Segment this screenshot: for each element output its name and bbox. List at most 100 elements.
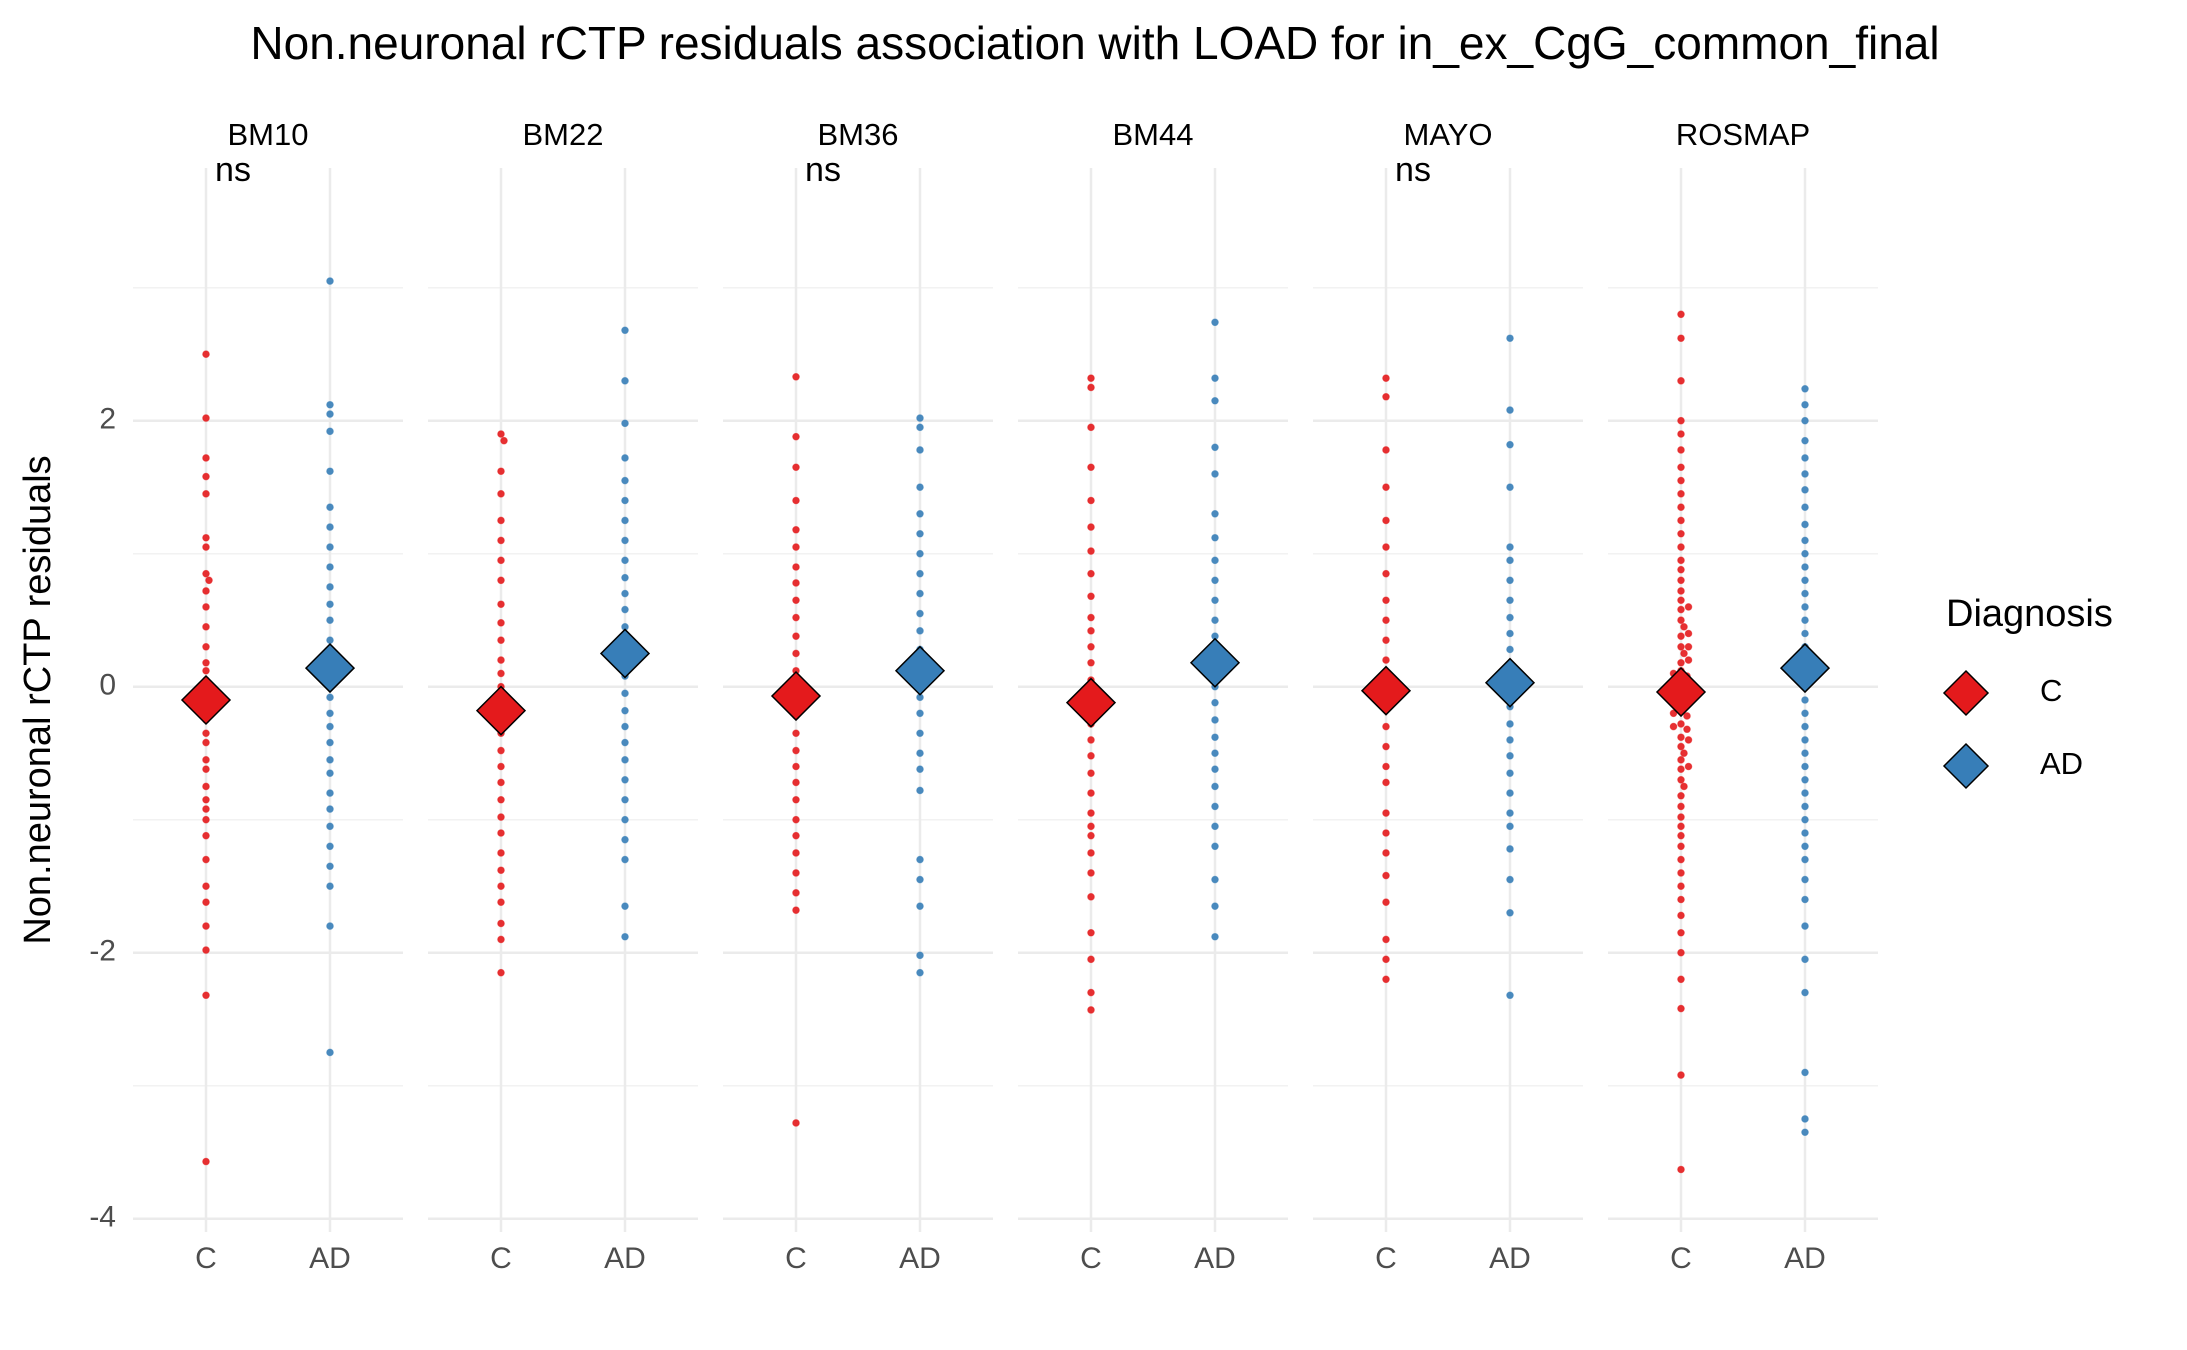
data-point [1087,592,1095,601]
legend-key [1942,742,1990,790]
data-point [1087,569,1095,578]
data-point [202,603,210,611]
data-point [326,842,334,851]
data-point [1801,400,1809,409]
data-point [1801,576,1809,585]
data-point [202,1157,210,1166]
data-point [1677,822,1685,831]
x-tick-label: AD [1784,1242,1826,1275]
data-point [792,889,800,897]
data-point [916,765,924,773]
x-tick-label: AD [309,1242,351,1275]
data-point [202,543,210,551]
data-point [1382,871,1390,880]
data-point [1677,720,1685,728]
data-point [1087,613,1095,622]
data-point [202,643,210,651]
data-point [1677,529,1685,538]
legend-key [1942,669,1990,717]
data-point [497,619,505,627]
data-point [1677,869,1685,877]
data-point [1677,791,1685,800]
data-point [621,706,629,715]
mean-marker [304,643,356,694]
mean-marker [475,685,527,736]
data-point [202,882,210,891]
data-point [1211,782,1219,791]
y-tick-label: -4 [89,1201,116,1234]
facet-label: MAYO [1404,117,1493,152]
data-point [1211,932,1219,941]
data-point [1211,318,1219,327]
data-point [792,579,800,587]
data-point [621,377,629,385]
data-point [1087,789,1095,797]
data-point [1087,374,1095,382]
x-tick-label: AD [1489,1242,1531,1275]
data-point [1801,549,1809,558]
data-point [621,496,629,505]
mean-marker [1065,677,1117,728]
data-point [1506,629,1514,638]
data-point [1677,516,1685,525]
x-tick-label: C [195,1242,217,1275]
data-point [326,822,334,831]
data-point [916,749,924,758]
data-point [326,467,334,476]
data-point [1506,334,1514,343]
data-point [621,776,629,784]
x-tick-label: C [785,1242,807,1275]
data-point [326,616,334,625]
data-point [1087,1006,1095,1014]
data-point [1683,725,1691,734]
data-point [1382,374,1390,382]
data-point [1669,722,1678,731]
x-tick-label: AD [1194,1242,1236,1275]
data-point [202,855,210,864]
data-point [1801,629,1809,638]
data-point [1801,762,1809,771]
data-point [1087,928,1095,937]
data-point [1087,643,1095,651]
mean-marker [894,645,946,696]
data-point [1211,374,1219,382]
data-point [916,529,924,538]
data-point [1087,769,1095,777]
data-point [1801,486,1809,494]
data-point [1211,510,1219,518]
x-tick-label: AD [899,1242,941,1275]
data-point [792,613,800,622]
data-point [1506,613,1514,622]
data-point [916,510,924,518]
data-point [1087,496,1095,505]
data-point [1677,948,1685,957]
data-point [1677,616,1685,625]
data-point [1211,556,1219,565]
data-point [326,563,334,571]
data-point [1211,842,1219,851]
data-point [1677,756,1685,764]
data-point [202,454,210,462]
data-point [1801,384,1809,393]
data-point [202,533,210,542]
data-point [1677,334,1685,343]
data-point [1677,882,1685,891]
data-point [1677,446,1685,454]
data-point [621,589,629,598]
data-point [1677,765,1685,773]
data-point [1801,815,1809,824]
data-point [1087,893,1095,901]
data-point [1801,776,1809,784]
data-point [500,436,508,445]
data-point [621,855,629,864]
data-point [1677,802,1685,811]
data-point [916,786,924,795]
data-point [1677,596,1685,605]
data-point [326,410,334,418]
data-point [1506,543,1514,551]
x-tick-label: C [490,1242,512,1275]
data-point [1680,782,1688,791]
data-point [326,1048,334,1057]
data-point [497,882,505,891]
data-point [1677,813,1685,821]
